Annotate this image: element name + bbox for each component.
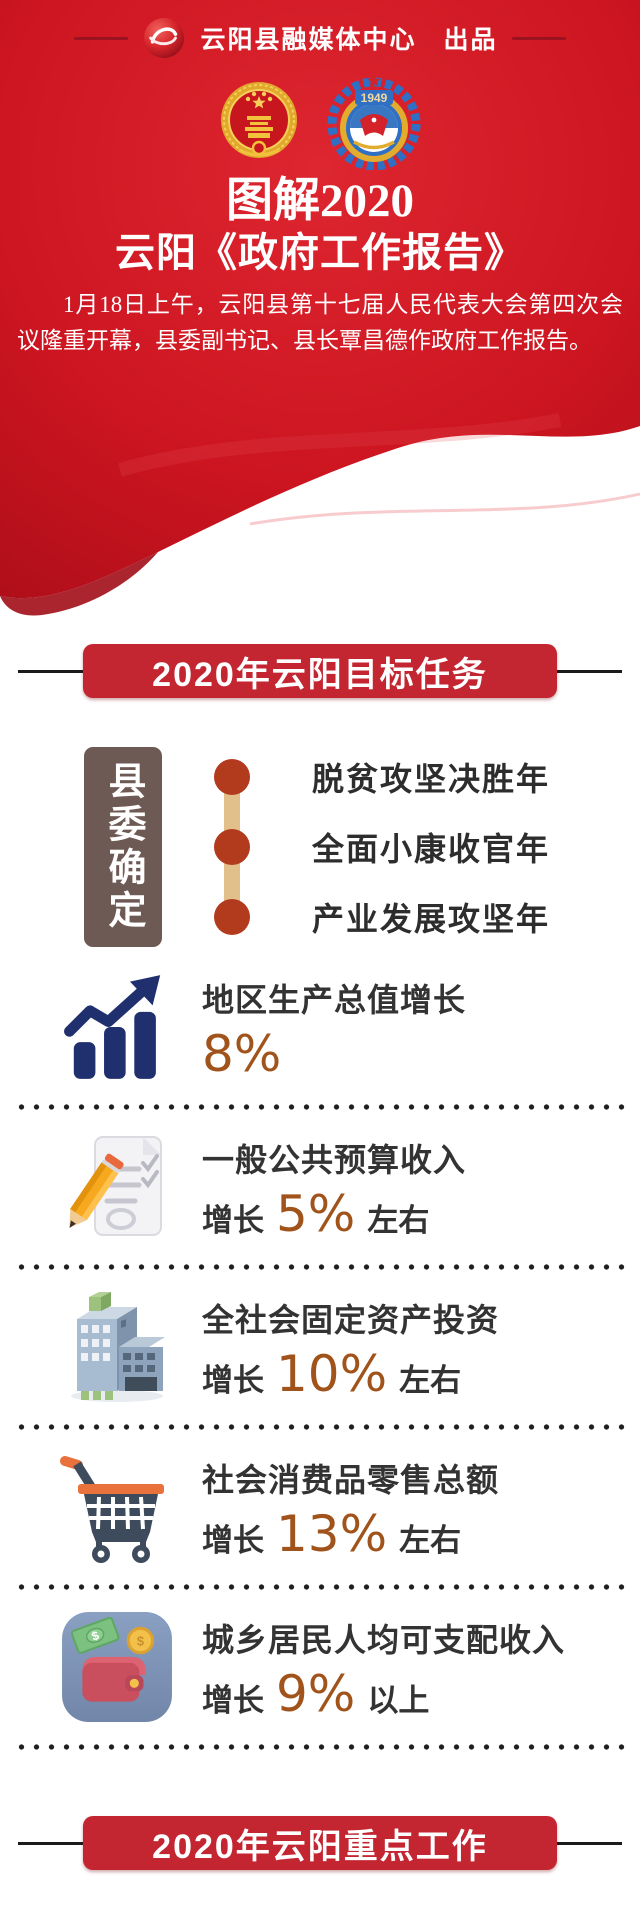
- timeline-dot-icon: [214, 759, 250, 795]
- banner-left-line: [74, 36, 129, 40]
- stat-row-investment: 全社会固定资产投资 增长 10% 左右: [0, 1272, 640, 1422]
- stat-value: 增长 9% 以上: [202, 1669, 565, 1720]
- stat-percent: 5%: [276, 1184, 356, 1243]
- national-emblem-icon: [221, 82, 297, 158]
- header-side-line: [557, 1841, 622, 1845]
- stat-prefix: 增长: [202, 1682, 264, 1718]
- dotted-separator: [14, 1744, 626, 1750]
- producer-text: 云阳县融媒体中心 出品: [200, 27, 498, 54]
- poster-title-line1: 图解2020: [226, 175, 414, 227]
- goals-header-title: 2020年云阳目标任务: [152, 655, 488, 694]
- stat-prefix: 增长: [202, 1202, 264, 1238]
- stat-suffix: 左右: [367, 1202, 430, 1238]
- committee-label-box: 县委确定: [84, 747, 162, 947]
- goals-header-box: 2020年云阳目标任务: [83, 644, 557, 698]
- header-side-line: [18, 669, 83, 673]
- stat-label: 地区生产总值增长: [202, 982, 467, 1018]
- stat-label: 全社会固定资产投资: [202, 1301, 500, 1338]
- stat-value: 8%: [202, 1029, 466, 1079]
- pencil-document-icon: [56, 1131, 178, 1243]
- stat-prefix: 增长: [202, 1362, 264, 1398]
- stat-row-gdp: 地区生产总值增长 8%: [0, 952, 640, 1102]
- goals-timeline: 脱贫攻坚决胜年 全面小康收官年 产业发展攻坚年: [214, 742, 550, 952]
- keywork-header-title: 2020年云阳重点工作: [152, 1827, 488, 1866]
- keywork-header-box: 2020年云阳重点工作: [83, 1816, 557, 1870]
- building-icon: [56, 1289, 178, 1405]
- cppcc-year-text: 1949: [361, 91, 388, 105]
- stat-percent: 8%: [202, 1025, 282, 1083]
- stat-row-budget: 一般公共预算收入 增长 5% 左右: [0, 1112, 640, 1262]
- stat-suffix: 左右: [399, 1362, 462, 1398]
- stat-percent: 13%: [276, 1504, 388, 1563]
- stat-value: 增长 13% 左右: [202, 1509, 499, 1560]
- dotted-separator: [14, 1424, 626, 1430]
- poster-title-line2: 云阳《政府工作报告》: [115, 230, 525, 276]
- goal-label: 脱贫攻坚决胜年: [312, 761, 551, 797]
- bar-chart-growth-icon: [56, 973, 178, 1081]
- goal-label: 产业发展攻坚年: [312, 901, 551, 937]
- stat-value: 增长 5% 左右: [202, 1189, 466, 1240]
- stat-label: 一般公共预算收入: [202, 1141, 467, 1178]
- media-center-logo-icon: [144, 17, 185, 59]
- header-side-line: [557, 669, 622, 673]
- banner-right-line: [511, 36, 566, 40]
- stat-percent: 9%: [276, 1664, 356, 1723]
- red-silk-background: [0, 0, 640, 616]
- goals-section-header: 2020年云阳目标任务: [18, 644, 622, 698]
- dotted-separator: [14, 1264, 626, 1270]
- stat-row-income: $ $ 城乡居民人均可支配收入 增长 9% 以上: [0, 1592, 640, 1742]
- stat-prefix: 增长: [202, 1522, 264, 1558]
- stat-suffix: 左右: [399, 1522, 462, 1558]
- cppcc-emblem-icon: 1949: [327, 74, 421, 170]
- dotted-separator: [14, 1104, 626, 1110]
- coin-dollar-glyph: $: [137, 1634, 145, 1649]
- wallet-money-icon: $ $: [56, 1610, 178, 1724]
- intro-paragraph: 1月18日上午，云阳县第十七届人民代表大会第四次会议隆重开幕，县委副书记、县长覃…: [17, 292, 623, 354]
- stat-suffix: 以上: [367, 1682, 430, 1718]
- stat-label: 城乡居民人均可支配收入: [202, 1621, 566, 1658]
- timeline-item: 全面小康收官年: [214, 812, 550, 882]
- goal-label: 全面小康收官年: [312, 831, 551, 867]
- bill-dollar-glyph: $: [90, 1628, 101, 1644]
- dotted-separator: [14, 1584, 626, 1590]
- emblems-row: 1949: [0, 74, 640, 170]
- stat-percent: 10%: [276, 1344, 388, 1403]
- timeline-dot-icon: [214, 829, 250, 865]
- stat-value: 增长 10% 左右: [202, 1349, 499, 1400]
- timeline-dot-icon: [214, 899, 250, 935]
- timeline-item: 脱贫攻坚决胜年: [214, 742, 550, 812]
- stat-row-retail: 社会消费品零售总额 增长 13% 左右: [0, 1432, 640, 1582]
- hero-red-header: 云阳县融媒体中心 出品: [0, 0, 640, 618]
- committee-goals-block: 县委确定 脱贫攻坚决胜年 全面小康收官年 产业发展攻坚年: [84, 742, 640, 952]
- stat-label: 社会消费品零售总额: [202, 1461, 500, 1498]
- shopping-cart-icon: [56, 1448, 178, 1566]
- header-side-line: [18, 1841, 83, 1845]
- producer-banner: 云阳县融媒体中心 出品: [0, 0, 640, 60]
- timeline-item: 产业发展攻坚年: [214, 882, 550, 952]
- keywork-section-header: 2020年云阳重点工作: [18, 1816, 622, 1870]
- committee-label: 县委确定: [102, 761, 144, 933]
